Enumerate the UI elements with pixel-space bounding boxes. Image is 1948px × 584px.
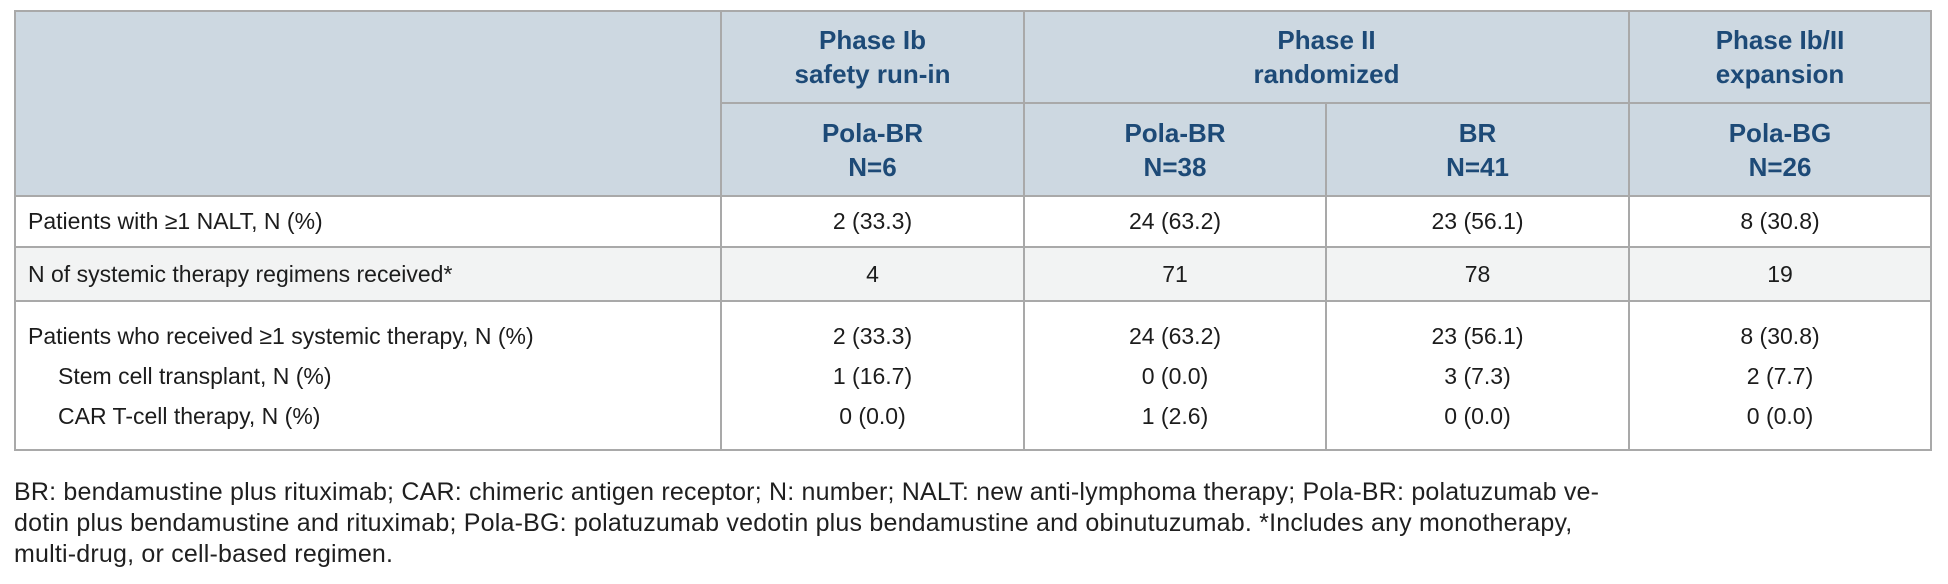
value-cell-group: 23 (56.1) 3 (7.3) 0 (0.0) [1324, 300, 1631, 451]
value-line: 0 (0.0) [839, 402, 906, 429]
value-line: 0 (0.0) [1141, 362, 1209, 389]
arm-name: Pola-BR [821, 117, 924, 148]
phase-group-line: randomized [1253, 59, 1400, 89]
value-cell: 4 [720, 246, 1025, 302]
treatment-arm-header-row: Pola-BR N=6 Pola-BR N=38 BR N=41 Pola-BG… [15, 102, 1933, 197]
arm-n: N=38 [1143, 151, 1207, 182]
arm-br-n41-header: BR N=41 [1324, 102, 1631, 197]
row-sublabel: Stem cell transplant, N (%) [58, 362, 332, 389]
phase-group-header-row: Phase Ib safety run-in Phase II randomiz… [14, 10, 1933, 197]
arm-name: Pola-BG [1728, 117, 1832, 148]
value-line: 1 (2.6) [1141, 402, 1209, 429]
arm-pola-br-n38-header: Pola-BR N=38 [1023, 102, 1327, 197]
value-line: 2 (7.7) [1746, 362, 1814, 389]
value-cell: 23 (56.1) [1324, 195, 1631, 248]
value-line: 0 (0.0) [1746, 402, 1814, 429]
value-cell-group: 8 (30.8) 2 (7.7) 0 (0.0) [1628, 300, 1933, 451]
arm-pola-br-n6-header: Pola-BR N=6 [720, 102, 1025, 197]
phase-group-line: expansion [1715, 59, 1845, 89]
abbreviations-footnote: BR: bendamustine plus rituximab; CAR: ch… [14, 477, 1938, 570]
phase-ib-safety-run-in-header: Phase Ib safety run-in [720, 10, 1025, 104]
arm-n: N=6 [848, 151, 897, 182]
value-line: 23 (56.1) [1431, 322, 1524, 349]
value-line: 8 (30.8) [1740, 322, 1820, 349]
value-cell: 24 (63.2) [1023, 195, 1327, 248]
phase-ib-ii-expansion-header: Phase Ib/II expansion [1628, 10, 1933, 104]
value-cell-group: 2 (33.3) 1 (16.7) 0 (0.0) [720, 300, 1025, 451]
phase-group-line: Phase II [1277, 25, 1376, 55]
row-label-group: Patients who received ≥1 systemic therap… [14, 300, 722, 451]
arm-n: N=41 [1446, 151, 1509, 182]
row-label: Patients with ≥1 NALT, N (%) [14, 195, 722, 248]
value-line: 3 (7.3) [1444, 362, 1511, 389]
table-row-nalt: Patients with ≥1 NALT, N (%) 2 (33.3) 24… [14, 195, 1933, 248]
footnote-line: BR: bendamustine plus rituximab; CAR: ch… [14, 478, 1600, 506]
value-cell: 19 [1628, 246, 1933, 302]
value-cell-group: 24 (63.2) 0 (0.0) 1 (2.6) [1023, 300, 1327, 451]
value-cell: 71 [1023, 246, 1327, 302]
value-line: 0 (0.0) [1444, 402, 1511, 429]
table-row-regimens: N of systemic therapy regimens received*… [14, 246, 1933, 302]
corner-cell [14, 10, 722, 197]
phase-group-line: safety run-in [794, 59, 951, 89]
value-cell: 2 (33.3) [720, 195, 1025, 248]
phase-ii-randomized-header: Phase II randomized [1022, 10, 1631, 104]
value-cell: 8 (30.8) [1628, 195, 1933, 248]
row-label: N of systemic therapy regimens received* [14, 246, 722, 302]
arm-n: N=26 [1748, 151, 1812, 182]
value-line: 1 (16.7) [832, 362, 913, 389]
value-cell: 78 [1324, 246, 1631, 302]
value-line: 24 (63.2) [1128, 322, 1222, 349]
arm-name: Pola-BR [1124, 117, 1226, 148]
study-results-table: Phase Ib safety run-in Phase II randomiz… [14, 10, 1933, 451]
footnote-line: dotin plus bendamustine and rituximab; P… [14, 509, 1573, 537]
phase-group-line: Phase Ib/II [1715, 25, 1845, 55]
footnote-line: multi-drug, or cell-based regimen. [14, 540, 394, 568]
row-label: Patients who received ≥1 systemic therap… [28, 322, 534, 349]
table-row-systemic-therapy: Patients who received ≥1 systemic therap… [14, 300, 1933, 451]
phase-group-line: Phase Ib [819, 25, 926, 55]
row-sublabel: CAR T-cell therapy, N (%) [58, 402, 321, 429]
arm-pola-bg-n26-header: Pola-BG N=26 [1628, 102, 1933, 197]
arm-name: BR [1458, 117, 1497, 148]
value-line: 2 (33.3) [832, 322, 913, 349]
